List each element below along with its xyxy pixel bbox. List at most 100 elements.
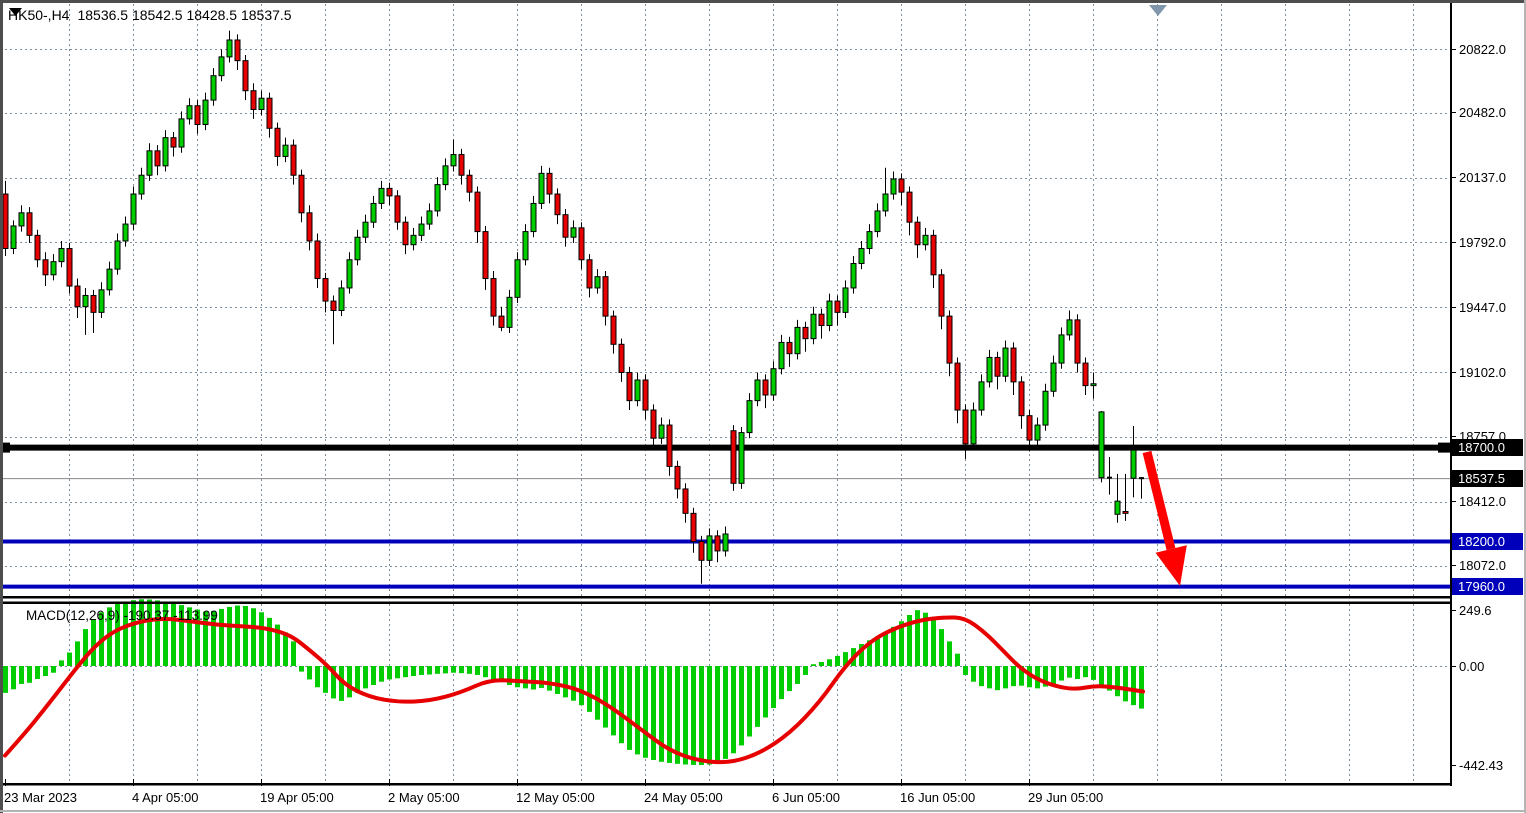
- macd-histogram-bar: [91, 618, 96, 666]
- macd-histogram-bar: [915, 610, 920, 666]
- candle-bear: [74, 285, 81, 308]
- macd-histogram-bar: [787, 666, 792, 692]
- candle-bear: [250, 90, 257, 110]
- candle-bull: [722, 533, 729, 552]
- axis-tick-text: 18072.0: [1459, 558, 1506, 574]
- candle-bear: [1074, 319, 1081, 364]
- macd-histogram-bar: [675, 666, 680, 764]
- macd-histogram-bar: [123, 601, 128, 666]
- candle-bull: [738, 432, 745, 484]
- macd-histogram-bar: [843, 652, 848, 666]
- candle-bull: [130, 193, 137, 225]
- axis-tick-text: 0.00: [1459, 658, 1485, 674]
- price-axis[interactable]: 20822.0 20482.0 20137.0 19792.0 19447.0 19102…: [1450, 0, 1526, 786]
- macd-histogram-bar: [283, 632, 288, 666]
- candle-bear: [898, 178, 905, 193]
- macd-histogram-bar: [243, 606, 248, 666]
- candle-bear: [834, 300, 841, 313]
- macd-histogram-bar: [979, 666, 984, 687]
- macd-histogram-bar: [435, 666, 440, 674]
- candle-bear: [330, 300, 337, 311]
- arrow-head-icon[interactable]: [1155, 545, 1187, 586]
- macd-histogram-bar: [427, 666, 432, 675]
- macd-histogram-bar: [299, 666, 304, 672]
- macd-histogram-bar: [907, 614, 912, 666]
- axis-tick-text: 19102.0: [1459, 364, 1506, 380]
- axis-tick-mark: [1450, 371, 1456, 373]
- macd-histogram-bar: [891, 626, 896, 666]
- pane-separator[interactable]: [0, 601, 1450, 605]
- macd-histogram-bar: [515, 666, 520, 688]
- candle-bull: [778, 341, 785, 370]
- macd-histogram-bar: [187, 607, 192, 666]
- macd-histogram-bar: [1003, 666, 1008, 689]
- candle-bear: [266, 97, 273, 129]
- axis-tick-text: 20482.0: [1459, 105, 1506, 121]
- axis-tick-mark: [1450, 241, 1456, 243]
- chart-canvas[interactable]: [0, 0, 1450, 786]
- macd-histogram-bar: [963, 666, 968, 675]
- macd-histogram-bar: [155, 600, 160, 666]
- pane-separator[interactable]: [0, 596, 1450, 599]
- macd-histogram-bar: [707, 666, 712, 765]
- macd-histogram-bar: [323, 666, 328, 693]
- axis-tick-mark: [1450, 112, 1456, 114]
- macd-tick-label: 0.00: [1450, 658, 1484, 674]
- line-endcap[interactable]: [0, 442, 10, 453]
- candle-bear: [714, 535, 721, 552]
- macd-histogram-bar: [867, 640, 872, 666]
- chart-shift-marker-icon[interactable]: [1149, 5, 1167, 16]
- candle-bull: [426, 210, 433, 225]
- price-axis-line: [1450, 3, 1452, 786]
- macd-histogram-bar: [411, 666, 416, 677]
- line-endcap[interactable]: [1438, 442, 1450, 453]
- macd-histogram-bar: [43, 666, 48, 677]
- time-axis-label: 12 May 05:00: [516, 790, 595, 805]
- symbol-dropdown-icon[interactable]: [8, 7, 23, 17]
- candle-bull: [794, 326, 801, 355]
- candle-bear: [402, 221, 409, 246]
- time-axis-label: 24 May 05:00: [644, 790, 723, 805]
- macd-histogram-bar: [803, 666, 808, 675]
- candle-bear: [154, 150, 161, 167]
- candle-bear: [698, 541, 705, 561]
- candle-bull: [106, 268, 113, 291]
- symbol-period-label: HK50-,H4: [8, 7, 70, 23]
- candle-bull: [1002, 347, 1009, 377]
- macd-histogram-bar: [651, 666, 656, 761]
- price-badge[interactable]: 18700.0: [1452, 439, 1523, 457]
- macd-histogram-bar: [459, 666, 464, 674]
- price-tick-label: 19102.0: [1450, 364, 1506, 380]
- candle-bear: [474, 191, 481, 233]
- price-badge[interactable]: 17960.0: [1452, 578, 1523, 596]
- macd-signal-line: [3, 615, 1145, 765]
- macd-histogram-bar: [419, 666, 424, 675]
- axis-tick-mark: [1450, 609, 1456, 611]
- macd-histogram-bar: [683, 666, 688, 765]
- price-badge[interactable]: 18537.5: [1452, 469, 1523, 487]
- candle-bear: [394, 195, 401, 223]
- macd-histogram-bar: [507, 666, 512, 686]
- window-border-left: [0, 0, 3, 813]
- macd-histogram-bar: [739, 666, 744, 746]
- candle-bear: [610, 315, 617, 345]
- candle-bull: [226, 39, 233, 58]
- time-axis[interactable]: 23 Mar 2023 4 Apr 05:00 19 Apr 05:00 2 May …: [0, 786, 1526, 810]
- macd-histogram-bar: [395, 666, 400, 679]
- candle-bear: [618, 343, 625, 373]
- candle-bear: [490, 278, 497, 317]
- axis-tick-mark: [1450, 48, 1456, 50]
- chart-background: [0, 0, 1450, 786]
- candle-bull: [122, 223, 129, 242]
- time-axis-label: 19 Apr 05:00: [260, 790, 334, 805]
- candle-bear: [466, 174, 473, 193]
- macd-histogram-bar: [1091, 666, 1096, 680]
- candle-bull: [842, 287, 849, 313]
- candle-bear: [274, 127, 281, 157]
- macd-histogram-bar: [451, 666, 456, 673]
- macd-histogram-bar: [115, 604, 120, 666]
- price-badge[interactable]: 18200.0: [1452, 533, 1523, 551]
- macd-histogram-bar: [203, 611, 208, 666]
- candle-bear: [562, 214, 569, 238]
- arrow-shaft[interactable]: [1142, 450, 1176, 551]
